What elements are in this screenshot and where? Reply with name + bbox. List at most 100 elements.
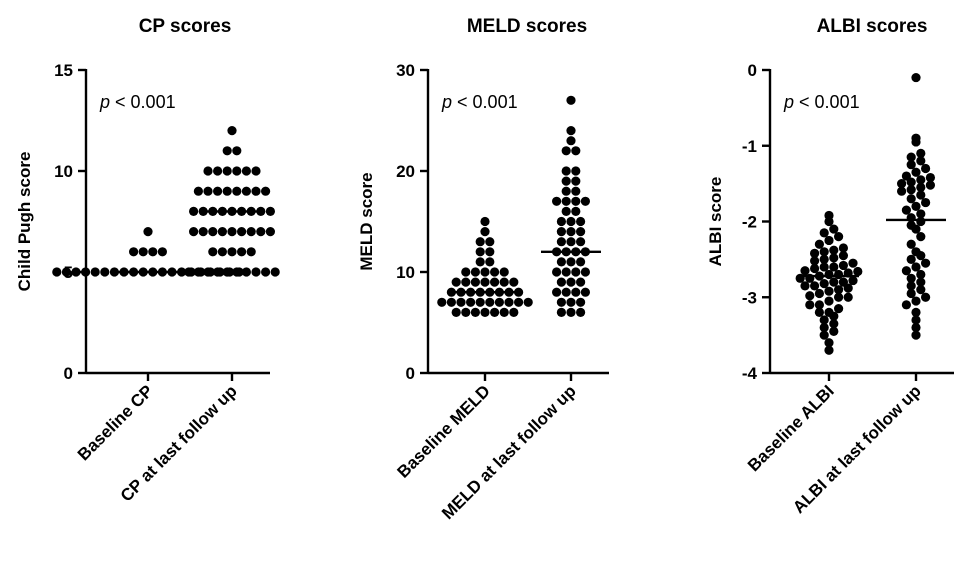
p-symbol: p: [441, 92, 452, 112]
p-value-annotation: p < 0.001: [99, 92, 176, 112]
data-point: [561, 146, 571, 156]
y-tick-label: 20: [396, 162, 415, 181]
data-point: [251, 166, 261, 176]
data-point: [241, 186, 251, 196]
data-point: [571, 166, 581, 176]
y-tick-label: 15: [54, 61, 73, 80]
data-point: [824, 345, 834, 355]
data-point: [819, 247, 829, 257]
data-point: [571, 196, 581, 206]
y-tick-label: -1: [742, 137, 757, 156]
data-point: [810, 263, 820, 274]
data-point: [566, 227, 576, 237]
data-point: [911, 224, 921, 234]
data-point: [237, 227, 247, 237]
data-point: [470, 307, 480, 317]
data-point: [490, 277, 500, 287]
data-point: [906, 177, 916, 187]
data-point: [480, 227, 490, 237]
data-point: [800, 281, 810, 291]
p-symbol: p: [783, 92, 794, 112]
data-point: [580, 196, 591, 206]
data-point: [251, 186, 261, 196]
data-point: [911, 307, 921, 317]
data-point: [227, 126, 237, 136]
data-point: [561, 267, 571, 277]
data-point: [848, 258, 858, 268]
data-point: [480, 277, 490, 287]
data-point: [576, 227, 586, 237]
data-point: [824, 338, 834, 348]
data-point: [461, 277, 471, 287]
data-point: [916, 190, 926, 200]
data-point: [810, 256, 820, 266]
chart-title: ALBI scores: [817, 16, 928, 37]
data-point: [911, 201, 921, 211]
data-point: [504, 297, 514, 307]
y-tick-label: -3: [742, 288, 757, 307]
data-point: [906, 281, 916, 291]
data-point: [470, 267, 480, 277]
y-tick-label: 30: [396, 61, 415, 80]
data-point: [906, 194, 916, 204]
data-point: [213, 186, 223, 196]
data-point: [814, 288, 825, 299]
data-point: [911, 296, 921, 306]
data-point: [800, 266, 810, 276]
data-point: [829, 262, 839, 272]
data-point: [143, 227, 153, 237]
data-point: [576, 237, 586, 247]
data-point: [906, 273, 916, 283]
data-point: [843, 283, 853, 293]
data-point: [571, 186, 581, 196]
data-point: [576, 257, 586, 267]
y-axis-label: Child Pugh score: [15, 152, 34, 292]
data-point: [485, 247, 495, 257]
data-point: [157, 247, 167, 257]
series-albi-at-last-follow-up: [886, 72, 946, 340]
data-point: [897, 186, 907, 196]
data-point: [232, 166, 242, 176]
data-point: [911, 330, 921, 340]
data-point: [222, 186, 232, 196]
data-point: [580, 287, 591, 297]
series-cp-at-last-follow-up: [184, 126, 280, 277]
data-point: [475, 247, 485, 257]
data-point: [829, 311, 839, 321]
data-point: [824, 235, 834, 246]
data-point: [451, 307, 461, 317]
data-point: [232, 186, 242, 196]
data-point: [824, 269, 834, 280]
data-point: [571, 176, 581, 186]
y-tick-label: 0: [406, 364, 415, 383]
data-point: [475, 257, 485, 267]
data-point: [911, 322, 921, 333]
data-point: [203, 186, 213, 196]
data-point: [490, 267, 500, 277]
data-point: [189, 206, 199, 216]
data-point: [246, 247, 256, 257]
data-point: [265, 206, 275, 216]
data-point: [475, 237, 485, 247]
data-point: [461, 307, 471, 317]
data-point: [566, 257, 576, 267]
data-point: [561, 176, 571, 186]
y-tick-label: -4: [742, 364, 758, 383]
data-point: [911, 167, 921, 177]
data-point: [805, 300, 815, 310]
data-point: [916, 175, 926, 185]
chart-panel-meld-scores: MELD scores MELD score 0 10 20 30 Baseline MEL…: [357, 16, 609, 523]
y-tick-label: 10: [396, 263, 415, 282]
data-point: [213, 267, 223, 277]
data-point: [916, 216, 926, 227]
data-point: [911, 72, 921, 83]
data-point: [901, 300, 912, 310]
data-point: [261, 186, 271, 196]
y-axis-label: ALBI score: [706, 177, 725, 267]
data-point: [921, 163, 931, 174]
data-point: [897, 179, 907, 189]
p-symbol: p: [99, 92, 110, 112]
data-point: [566, 237, 576, 247]
data-point: [843, 292, 853, 302]
